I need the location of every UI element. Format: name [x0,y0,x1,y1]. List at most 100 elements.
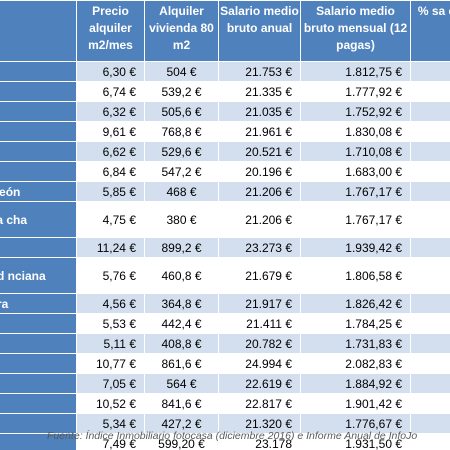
cell-salario-anual: 20.196 € [218,161,301,182]
cell-porcentaje: 26,4 [410,181,450,202]
table-row: abria6,84 €547,2 €20.196 €1.683,00 €32,5 [0,161,450,182]
cell-region: eares [0,121,77,142]
cell-region: rid [0,353,77,374]
cell-precio: 6,32 € [76,101,145,122]
cell-region: uña [0,237,77,258]
table-row: oja5,11 €408,8 €20.782 €1.731,83 €23,6 [0,333,450,354]
cell-salario-anual: 21.320 € [218,413,301,434]
cell-salario-anual: 23.178 [218,433,301,450]
source-caption: Fuente: Índice Inmobiliario fotocasa (di… [47,430,418,442]
cell-precio: 4,75 € [76,201,145,238]
cell-alquiler: 841,6 € [144,393,219,414]
table-row: narias6,62 €529,6 €20.521 €1.710,08 €30,… [0,141,450,162]
cell-salario-anual: 21.206 € [218,181,301,202]
cell-region: lla y León [0,181,77,202]
cell-region: Vasco [0,393,77,414]
cell-salario-anual: 20.782 € [218,333,301,354]
cell-alquiler: 899,2 € [144,237,219,258]
cell-porcentaje: 21,5 [410,201,450,238]
cell-precio: 5,85 € [76,181,145,202]
cell-salario-mensual: 1.812,75 € [300,61,411,82]
cell-porcentaje: 29,9 [410,373,450,394]
cell-alquiler: 599,20 € [144,433,219,450]
cell-salario-anual: 21.961 € [218,121,301,142]
cell-region: abria [0,161,77,182]
cell-alquiler: 539,2 € [144,81,219,102]
header-alquiler: Alquiler vivienda 80 m2 [144,0,219,62]
cell-alquiler: 380 € [144,201,219,238]
cell-precio: 7,05 € [76,373,145,394]
cell-porcentaje: 41,3 [410,353,450,374]
cell-salario-mensual: 1.826,42 € [300,293,411,314]
cell-salario-mensual: 2.082,83 € [300,353,411,374]
cell-alquiler: 442,4 € [144,313,219,334]
cell-salario-anual: 21.411 € [218,313,301,334]
cell-porcentaje: 32,5 [410,161,450,182]
cell-region: madura [0,293,77,314]
table-row: rra7,05 €564 €22.619 €1.884,92 €29,9 [0,373,450,394]
cell-alquiler: 505,6 € [144,101,219,122]
table-row: lla y León5,85 €468 €21.206 €1.767,17 €2… [0,181,450,202]
cell-porcentaje: 31,0 [410,433,450,450]
cell-alquiler: 364,8 € [144,293,219,314]
cell-alquiler: 460,8 € [144,257,219,294]
cell-salario-anual: 23.273 € [218,237,301,258]
cell-precio: 9,61 € [76,121,145,142]
table-row: ia5,53 €442,4 €21.411 €1.784,25 €24,7 [0,313,450,334]
cell-precio: 10,77 € [76,353,145,374]
cell-region: narias [0,141,77,162]
cell-region: oja [0,333,77,354]
cell-region: rra [0,373,77,394]
cell-salario-anual: 21.917 € [218,293,301,314]
cell-region: rias [0,101,77,122]
cell-porcentaje: 28,8 [410,101,450,122]
cell-region: ia [0,313,77,334]
cell-region: ña [0,433,77,450]
cell-alquiler: 408,8 € [144,333,219,354]
cell-precio: 5,53 € [76,313,145,334]
cell-salario-anual: 20.521 € [218,141,301,162]
cell-alquiler: 427,2 € [144,413,219,434]
table-row: Vasco10,52 €841,6 €22.817 €1.901,42 €44,… [0,393,450,414]
cell-region: lucía [0,61,77,82]
cell-salario-anual: 24.994 € [218,353,301,374]
cell-porcentaje: 24,0 [410,413,450,434]
cell-salario-mensual: 1.830,08 € [300,121,411,142]
cell-alquiler: 529,6 € [144,141,219,162]
cell-precio: 4,56 € [76,293,145,314]
cell-salario-anual: 21.753 € [218,61,301,82]
cell-porcentaje: 30,3 [410,81,450,102]
cell-salario-mensual: 1.767,17 € [300,181,411,202]
cell-salario-mensual: 1.784,25 € [300,313,411,334]
cell-porcentaje: 44,2 [410,393,450,414]
header-porcentaje: % sa en alq [410,0,450,62]
cell-precio: 6,30 € [76,61,145,82]
cell-alquiler: 768,8 € [144,121,219,142]
cell-salario-mensual: 1.752,92 € [300,101,411,122]
table-row: ón6,74 €539,2 €21.335 €1.777,92 €30,3 [0,81,450,102]
cell-precio: 10,52 € [76,393,145,414]
cell-salario-mensual: 1.884,92 € [300,373,411,394]
cell-salario-anual: 21.206 € [218,201,301,238]
cell-porcentaje: 25,5 [410,257,450,294]
cell-salario-mensual: 1.776,67 € [300,413,411,434]
cell-salario-mensual: 1.767,17 € [300,201,411,238]
table-row: madura4,56 €364,8 €21.917 €1.826,42 €19,… [0,293,450,314]
table-row: ia5,34 €427,2 €21.320 €1.776,67 €24,0 [0,413,450,434]
cell-salario-mensual: 1.931,50 € [300,433,411,450]
header-region: A. [0,0,77,62]
cell-salario-mensual: 1.731,83 € [300,333,411,354]
cell-precio: 5,11 € [76,333,145,354]
table-body: lucía6,30 €504 €21.753 €1.812,75 €27,8ón… [0,61,450,450]
cell-salario-anual: 21.035 € [218,101,301,122]
cell-porcentaje: 30,9 [410,141,450,162]
header-salario-mensual: Salario medio bruto mensual (12 pagas) [300,0,411,62]
cell-salario-mensual: 1.710,08 € [300,141,411,162]
cell-salario-mensual: 1.683,00 € [300,161,411,182]
cell-precio: 5,34 € [76,413,145,434]
cell-salario-anual: 21.335 € [218,81,301,102]
